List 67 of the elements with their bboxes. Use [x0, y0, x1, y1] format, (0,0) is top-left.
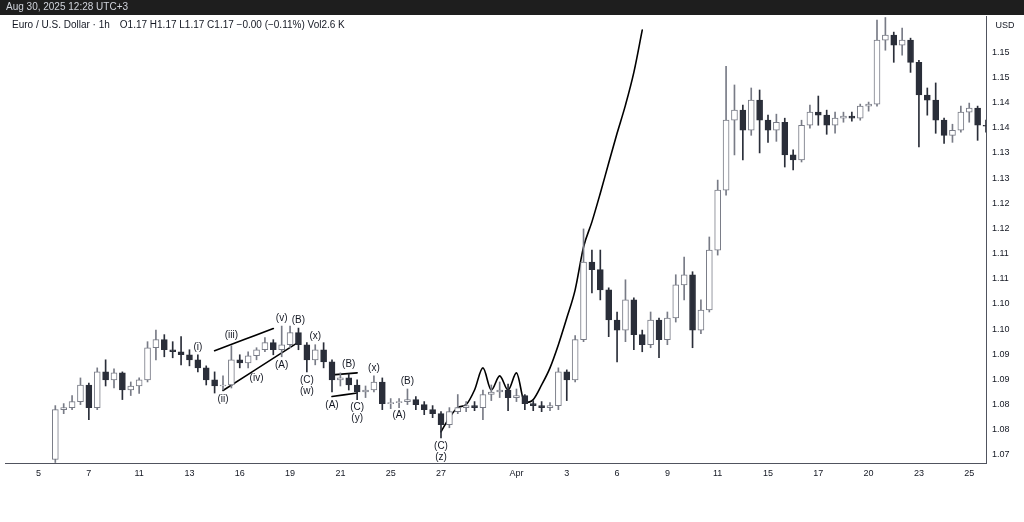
y-tick-label: 1.10: [992, 323, 1010, 334]
chart-subtitle: O1.17 H1.17 L1.17 C1.17 −0.00 (−0.11%) Vol2.6 K: [119, 18, 346, 30]
x-tick-label: 17: [813, 467, 824, 478]
line-series: [440, 29, 644, 433]
chart-title: Euro / U.S. Dollar · 1h: [12, 18, 110, 30]
x-tick-label: 11: [134, 467, 144, 478]
candlestick: [219, 375, 227, 391]
x-tick-label: 7: [86, 467, 92, 478]
y-tick-label: 1.13: [992, 172, 1010, 183]
y-tick-label: 1.14: [992, 122, 1010, 133]
annotation: (ii): [217, 393, 229, 405]
x-tick-label: 21: [335, 467, 346, 478]
y-tick-label: 1.08: [992, 399, 1010, 410]
annotation: (B): [291, 313, 306, 325]
y-tick-label: 1.14: [992, 97, 1010, 108]
annotation: (A): [275, 358, 289, 370]
y-tick-label: 1.09: [992, 348, 1010, 359]
y-tick-label: 1.12: [992, 197, 1010, 208]
y-tick-label: 1.11: [992, 248, 1009, 259]
annotation: (x): [309, 330, 322, 342]
x-tick-label: 23: [913, 467, 924, 478]
y-tick-label: 1.13: [992, 147, 1010, 158]
candlestick: [898, 27, 906, 56]
x-tick-label: 6: [614, 467, 620, 478]
annotation: (y): [351, 412, 363, 424]
x-tick-label: 27: [435, 467, 447, 478]
annotation: (A): [392, 409, 406, 421]
annotation: (iii): [224, 329, 239, 341]
x-tick-label: 16: [234, 467, 245, 478]
candlestick: [454, 394, 462, 414]
y-tick-label: 1.10: [992, 298, 1010, 309]
x-tick-label: 15: [762, 467, 774, 478]
y-tick-label: 1.11: [992, 273, 1009, 284]
x-tick-label: 9: [664, 467, 670, 478]
text: Aug 30, 2025 12:28 UTC+3: [6, 1, 129, 13]
y-tick-label: 1.08: [992, 424, 1010, 435]
annotation: (B): [400, 374, 415, 386]
y-tick-label: 1.12: [992, 222, 1010, 233]
x-tick-label: 3: [564, 467, 570, 478]
y-tick-label: 1.15: [992, 46, 1010, 57]
annotation: (C): [434, 439, 448, 451]
annotation: (B): [342, 358, 356, 370]
annotation: (C): [299, 373, 314, 385]
x-tick-label: 20: [863, 467, 874, 478]
y-axis-title: USD: [995, 20, 1015, 31]
annotation: (iv): [249, 371, 264, 383]
x-tick-label: 11: [713, 467, 723, 478]
annotation: (z): [435, 450, 447, 462]
annotation: (C): [350, 401, 365, 413]
annotation: (w): [299, 384, 314, 396]
y-tick-label: 1.15: [992, 71, 1010, 82]
annotation: (i): [193, 340, 203, 352]
candlestick: [487, 384, 495, 401]
annotation: (A): [325, 399, 339, 411]
y-tick-label: 1.09: [992, 373, 1010, 384]
x-tick-label: 25: [964, 467, 975, 478]
candlestick: [169, 341, 177, 359]
x-tick-label: 19: [285, 467, 296, 478]
x-tick-label: 5: [36, 467, 42, 478]
x-tick-label: 13: [184, 467, 195, 478]
candlestick: [278, 325, 286, 358]
x-tick-label: 25: [385, 467, 396, 478]
annotation: (x): [368, 361, 380, 373]
candlestick: [177, 336, 185, 366]
x-tick-label: Apr: [509, 467, 524, 478]
annotation: (v): [275, 311, 288, 323]
y-tick-label: 1.07: [992, 449, 1010, 460]
